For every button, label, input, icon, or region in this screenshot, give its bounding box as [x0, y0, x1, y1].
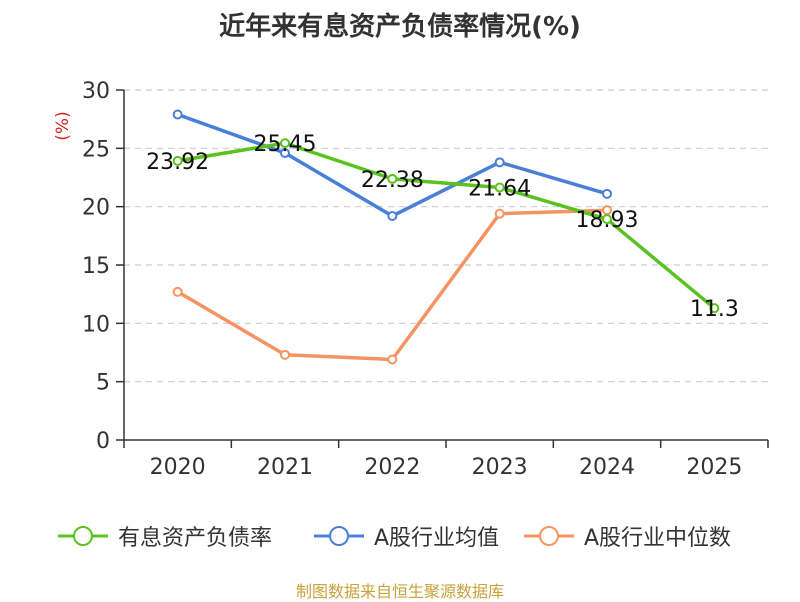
- x-tick-label-2021: 2021: [257, 455, 313, 480]
- label-layer: 23.92 25.45 22.38 21.64 18.93 11.3: [146, 132, 739, 322]
- point-series-1-2021: [280, 138, 290, 149]
- point-series-1-2020: [172, 155, 183, 166]
- x-tick-label-2025: 2025: [686, 455, 742, 480]
- y-tick-label-30: 30: [82, 79, 110, 104]
- y-tick-label-0: 0: [96, 429, 110, 454]
- y-tick-label-15: 15: [82, 254, 110, 279]
- data-label-2024: 18.93: [576, 208, 639, 233]
- point-series-1-2022: [387, 173, 398, 184]
- point-series-2-2023: [494, 157, 505, 168]
- data-label-2021: 25.45: [254, 132, 317, 157]
- legend-item-series-2[interactable]: A股行业均值: [312, 518, 499, 554]
- point-series-3-2021: [280, 349, 290, 360]
- point-series-3-2023: [494, 208, 505, 219]
- legend-label-series-1: 有息资产负债率: [118, 526, 273, 551]
- point-series-3-2022: [387, 354, 398, 365]
- point-series-2-2021: [280, 148, 290, 158]
- y-tick-label-20: 20: [82, 196, 110, 221]
- y-tick-label-10: 10: [82, 312, 110, 337]
- series-layer: [172, 109, 720, 365]
- x-tick-label-2024: 2024: [579, 455, 635, 480]
- y-tick-label-25: 25: [82, 137, 110, 162]
- series-line-1: [175, 141, 717, 310]
- data-label-2020: 23.92: [146, 150, 209, 175]
- legend-marker-series-1: [58, 526, 108, 546]
- legend-label-series-3: A股行业中位数: [584, 526, 732, 551]
- x-tick-label-2020: 2020: [150, 455, 206, 480]
- grid-layer: [124, 89, 768, 383]
- point-series-1-2025: [709, 303, 720, 314]
- point-series-3-2020: [172, 286, 183, 297]
- point-series-2-2022: [387, 211, 398, 221]
- legend-marker-series-3: [524, 526, 574, 546]
- y-tick-label-5: 5: [96, 371, 110, 396]
- data-label-2022: 22.38: [361, 168, 424, 193]
- chart-title: 近年来有息资产负债率情况(%): [219, 12, 581, 42]
- point-series-1-2023: [494, 182, 505, 193]
- legend-item-series-1[interactable]: 有息资产负债率: [56, 518, 272, 554]
- point-series-2-2024: [602, 188, 612, 199]
- legend: 有息资产负债率 A股行业均值 A股行业中位数: [0, 518, 800, 554]
- data-source-note: 制图数据来自恒生聚源数据库: [295, 582, 504, 601]
- legend-marker-series-2: [314, 526, 364, 546]
- y-axis-label: (%): [53, 111, 73, 140]
- data-label-2025: 11.3: [690, 297, 739, 322]
- point-series-2-2020: [172, 109, 183, 120]
- x-tick-label-2023: 2023: [472, 455, 528, 480]
- legend-label-series-2: A股行业均值: [374, 526, 500, 551]
- data-label-2023: 21.64: [468, 177, 531, 202]
- legend-item-series-3[interactable]: A股行业中位数: [522, 518, 731, 554]
- series-line-3: [175, 208, 609, 362]
- point-series-1-2024: [602, 214, 612, 225]
- x-tick-label-2022: 2022: [364, 455, 420, 480]
